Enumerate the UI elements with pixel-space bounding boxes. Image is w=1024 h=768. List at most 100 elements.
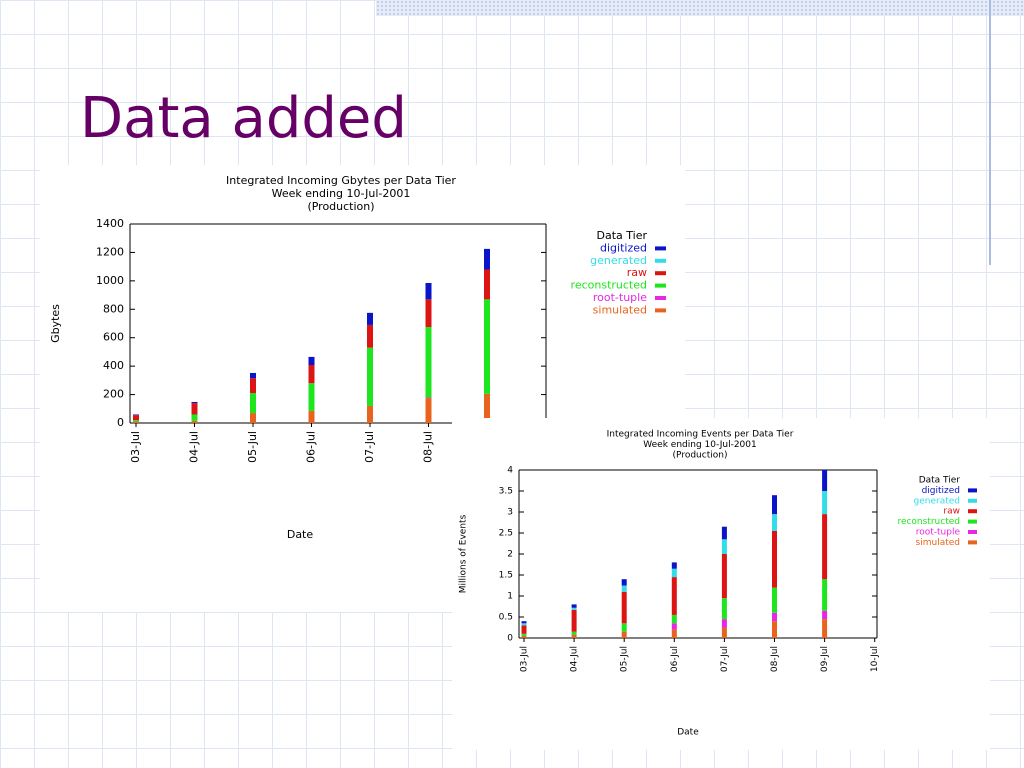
bar-segment bbox=[484, 299, 490, 394]
legend-label: root-tuple bbox=[916, 528, 961, 538]
legend-title: Data Tier bbox=[597, 229, 648, 242]
legend-label: root-tuple bbox=[593, 291, 647, 304]
bar-segment bbox=[721, 539, 727, 554]
chart-2: Integrated Incoming Events per Data Tier… bbox=[452, 418, 990, 750]
bar-segment bbox=[772, 587, 777, 613]
x-tick-label: 08-Jul bbox=[422, 431, 435, 463]
bar-segment bbox=[621, 585, 627, 592]
x-tick-label: 08-Jul bbox=[770, 646, 780, 672]
y-tick-label: 2.5 bbox=[499, 529, 513, 539]
bar-segment bbox=[191, 403, 198, 415]
x-tick-label: 07-Jul bbox=[720, 646, 730, 672]
y-tick-label: 1400 bbox=[96, 217, 124, 230]
chart-title: (Production) bbox=[673, 451, 728, 461]
y-tick-label: 2 bbox=[507, 550, 513, 560]
y-tick-label: 0 bbox=[507, 634, 513, 644]
bar-segment bbox=[425, 282, 432, 300]
y-tick-label: 3.5 bbox=[499, 487, 513, 497]
y-tick-label: 0 bbox=[117, 416, 124, 429]
bar-segment bbox=[571, 631, 577, 635]
bar-segment bbox=[133, 414, 139, 416]
legend-label: reconstructed bbox=[571, 279, 647, 292]
legend-swatch bbox=[968, 540, 977, 545]
decor-band bbox=[376, 0, 1024, 16]
bar-segment bbox=[367, 324, 373, 348]
y-tick-label: 1 bbox=[507, 592, 513, 602]
bar-segment bbox=[621, 579, 627, 586]
bar-segment bbox=[671, 623, 677, 630]
bar-segment bbox=[250, 413, 256, 423]
bar-segment bbox=[521, 621, 527, 624]
y-tick-label: 200 bbox=[103, 388, 124, 401]
legend-label: digitized bbox=[600, 241, 647, 254]
legend-swatch bbox=[655, 283, 666, 288]
bar-segment bbox=[822, 470, 828, 491]
chart-title: Week ending 10-Jul-2001 bbox=[272, 187, 411, 200]
bar-segment bbox=[308, 356, 315, 366]
legend-label: digitized bbox=[922, 486, 960, 496]
legend-swatch bbox=[968, 530, 977, 534]
x-tick-label: 03-Jul bbox=[129, 431, 142, 463]
y-axis-label: Millions of Events bbox=[459, 514, 469, 593]
x-tick-label: 07-Jul bbox=[363, 431, 376, 463]
bar-segment bbox=[721, 554, 727, 599]
bar-segment bbox=[191, 420, 198, 423]
bar-segment bbox=[671, 562, 677, 569]
legend-swatch bbox=[968, 509, 977, 514]
bar-segment bbox=[571, 634, 577, 638]
bar-segment bbox=[571, 604, 577, 608]
y-axis-label: Gbytes bbox=[49, 304, 62, 343]
x-tick-label: 06-Jul bbox=[305, 431, 318, 463]
y-tick-label: 4 bbox=[507, 466, 513, 476]
bar-segment bbox=[772, 612, 777, 622]
x-tick-label: 10-Jul bbox=[870, 646, 880, 672]
legend-label: raw bbox=[943, 507, 960, 517]
bar-segment bbox=[621, 623, 627, 632]
bar-segment bbox=[671, 577, 677, 615]
bar-segment bbox=[671, 629, 677, 638]
chart-title: Integrated Incoming Gbytes per Data Tier bbox=[226, 174, 456, 187]
bar-segment bbox=[308, 383, 315, 411]
bar-segment bbox=[425, 397, 432, 399]
legend-swatch bbox=[655, 258, 666, 263]
x-tick-label: 09-Jul bbox=[820, 646, 830, 672]
bar-segment bbox=[521, 633, 527, 636]
chart-background bbox=[452, 418, 990, 750]
bar-segment bbox=[191, 401, 198, 404]
bar-segment bbox=[721, 526, 727, 540]
bar-segment bbox=[772, 495, 777, 515]
legend-label: reconstructed bbox=[897, 517, 960, 527]
bar-segment bbox=[721, 619, 727, 628]
bar-segment bbox=[484, 248, 490, 270]
bar-segment bbox=[133, 415, 139, 421]
legend-label: generated bbox=[590, 254, 647, 267]
y-tick-label: 0.5 bbox=[499, 613, 513, 623]
bar-segment bbox=[671, 614, 677, 624]
bar-segment bbox=[521, 623, 527, 626]
bar-segment bbox=[772, 514, 777, 531]
bar-segment bbox=[367, 405, 373, 423]
y-tick-label: 400 bbox=[103, 359, 124, 372]
bar-segment bbox=[822, 579, 828, 611]
bar-segment bbox=[425, 299, 432, 328]
bar-segment bbox=[250, 378, 256, 394]
x-tick-label: 06-Jul bbox=[670, 646, 680, 672]
x-axis-label: Date bbox=[677, 728, 699, 738]
bar-segment bbox=[133, 421, 139, 423]
y-tick-label: 1000 bbox=[96, 274, 124, 287]
bar-segment bbox=[521, 635, 527, 638]
bar-segment bbox=[367, 347, 373, 406]
legend-swatch bbox=[655, 308, 666, 313]
bar-segment bbox=[133, 420, 139, 422]
legend-label: generated bbox=[914, 496, 961, 506]
bar-segment bbox=[521, 625, 527, 634]
chart-title: Week ending 10-Jul-2001 bbox=[643, 440, 756, 450]
x-tick-label: 05-Jul bbox=[620, 646, 630, 672]
legend-swatch bbox=[968, 498, 977, 503]
bar-segment bbox=[367, 312, 373, 325]
slide-title: Data added bbox=[80, 86, 407, 151]
bar-segment bbox=[250, 393, 256, 414]
legend-swatch bbox=[655, 271, 666, 276]
legend-label: simulated bbox=[916, 538, 960, 548]
